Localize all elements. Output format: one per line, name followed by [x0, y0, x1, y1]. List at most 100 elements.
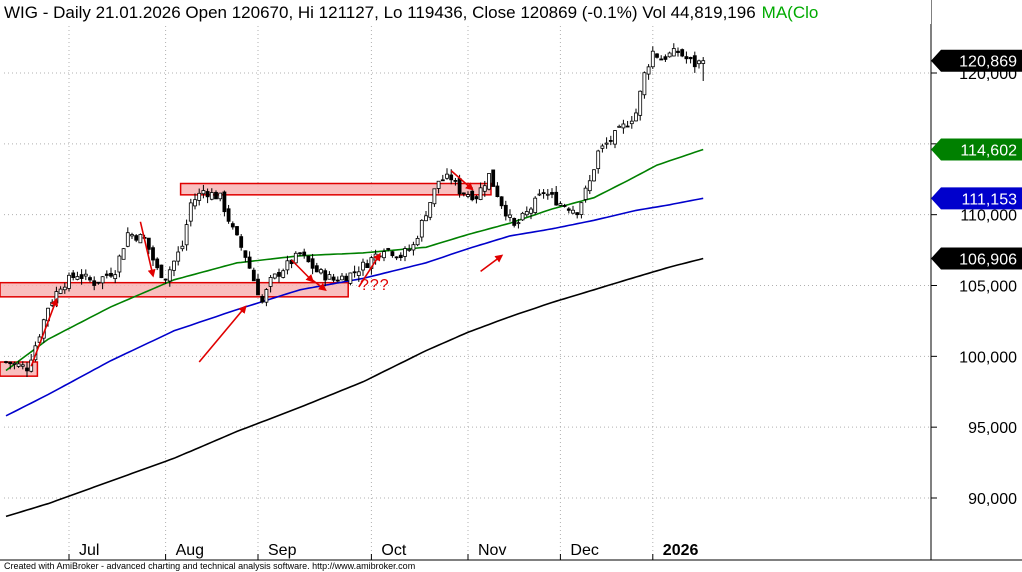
annotation-arrow	[139, 221, 156, 278]
price-tags: 120,869 114,602 111,153 106,906	[931, 49, 1022, 270]
candle-body	[394, 256, 399, 259]
candle	[692, 51, 697, 73]
candle-body	[268, 277, 273, 287]
candle	[184, 219, 189, 251]
price-tag-label: 120,869	[959, 54, 1017, 71]
candle-body	[403, 248, 407, 257]
candle	[617, 124, 622, 128]
question-marks-annotation: ???	[360, 277, 390, 294]
candle	[218, 192, 223, 202]
candle-body	[663, 56, 668, 60]
candle	[205, 188, 210, 204]
x-tick-label: 2026	[663, 542, 699, 559]
candle-body	[432, 188, 437, 205]
annotation-arrow	[30, 297, 59, 367]
price-candles	[4, 43, 706, 378]
candle-body	[642, 72, 647, 96]
candle-body	[453, 180, 458, 182]
candle	[277, 268, 281, 283]
annotation-arrow	[480, 254, 504, 272]
footer-credit: Created with AmiBroker - advanced charti…	[4, 561, 415, 571]
candle	[697, 59, 701, 69]
candle	[394, 256, 399, 261]
candle	[155, 257, 160, 271]
candle-body	[529, 208, 533, 214]
candle-body	[180, 245, 185, 250]
candle	[344, 273, 349, 281]
candle-body	[8, 361, 13, 365]
x-tick-label: Sep	[268, 542, 297, 559]
candle-body	[16, 363, 21, 367]
candle	[146, 237, 151, 255]
candle	[298, 252, 302, 257]
candle-body	[659, 58, 664, 61]
candle-body	[470, 190, 475, 201]
candle-body	[218, 192, 223, 200]
candle	[550, 188, 554, 199]
candle	[96, 281, 101, 285]
candle-body	[386, 248, 391, 250]
candle-body	[335, 279, 340, 282]
candle	[625, 120, 630, 128]
candle-body	[629, 120, 634, 125]
chart-gridlines	[4, 26, 931, 560]
candle	[537, 189, 542, 197]
candle-body	[398, 254, 403, 259]
candle-body	[583, 187, 588, 200]
candle	[138, 233, 143, 244]
candle	[453, 177, 458, 186]
candle-body	[356, 271, 361, 276]
candle	[272, 273, 277, 280]
candle	[638, 90, 643, 121]
candle	[268, 274, 273, 293]
candle-body	[592, 169, 596, 182]
candle	[386, 247, 391, 252]
candle-body	[692, 55, 697, 68]
candle	[508, 209, 512, 222]
candle	[642, 71, 647, 99]
candle-body	[550, 192, 554, 195]
candle	[151, 245, 155, 266]
candle	[365, 259, 370, 269]
candle-body	[436, 180, 441, 189]
candle	[659, 55, 664, 61]
candle	[209, 188, 214, 201]
candle	[545, 189, 550, 200]
y-tick-label: 100,000	[959, 349, 1017, 366]
candle	[608, 135, 613, 146]
candle	[411, 241, 416, 256]
candle-body	[566, 208, 571, 211]
candle	[109, 267, 113, 278]
candle	[256, 273, 260, 296]
candle	[226, 204, 231, 224]
x-tick-label: Oct	[381, 542, 406, 559]
y-tick-label: 90,000	[968, 491, 1017, 508]
candle	[541, 189, 546, 199]
candle-body	[319, 269, 323, 274]
price-tag-shape	[931, 138, 1022, 161]
price-tag-label: 114,602	[960, 142, 1017, 159]
candle	[684, 51, 689, 64]
candle	[331, 273, 336, 283]
candle-body	[419, 219, 424, 238]
candle	[340, 273, 344, 281]
candle-body	[113, 274, 118, 280]
candle-body	[235, 226, 239, 236]
candle-body	[457, 178, 462, 195]
candle-body	[701, 60, 706, 64]
candle-body	[134, 235, 139, 241]
candle-body	[121, 248, 126, 260]
candle-body	[184, 224, 189, 246]
candle-body	[495, 185, 500, 197]
candle-body	[503, 204, 508, 217]
x-tick-label: Jul	[79, 542, 99, 559]
candle	[230, 221, 235, 230]
candle	[62, 282, 67, 294]
candle	[67, 272, 71, 292]
candle	[482, 180, 487, 197]
price-tag-shape	[931, 187, 1022, 210]
candle-body	[424, 215, 428, 222]
candle	[327, 271, 332, 280]
candle	[167, 266, 172, 287]
candle-body	[264, 289, 269, 303]
